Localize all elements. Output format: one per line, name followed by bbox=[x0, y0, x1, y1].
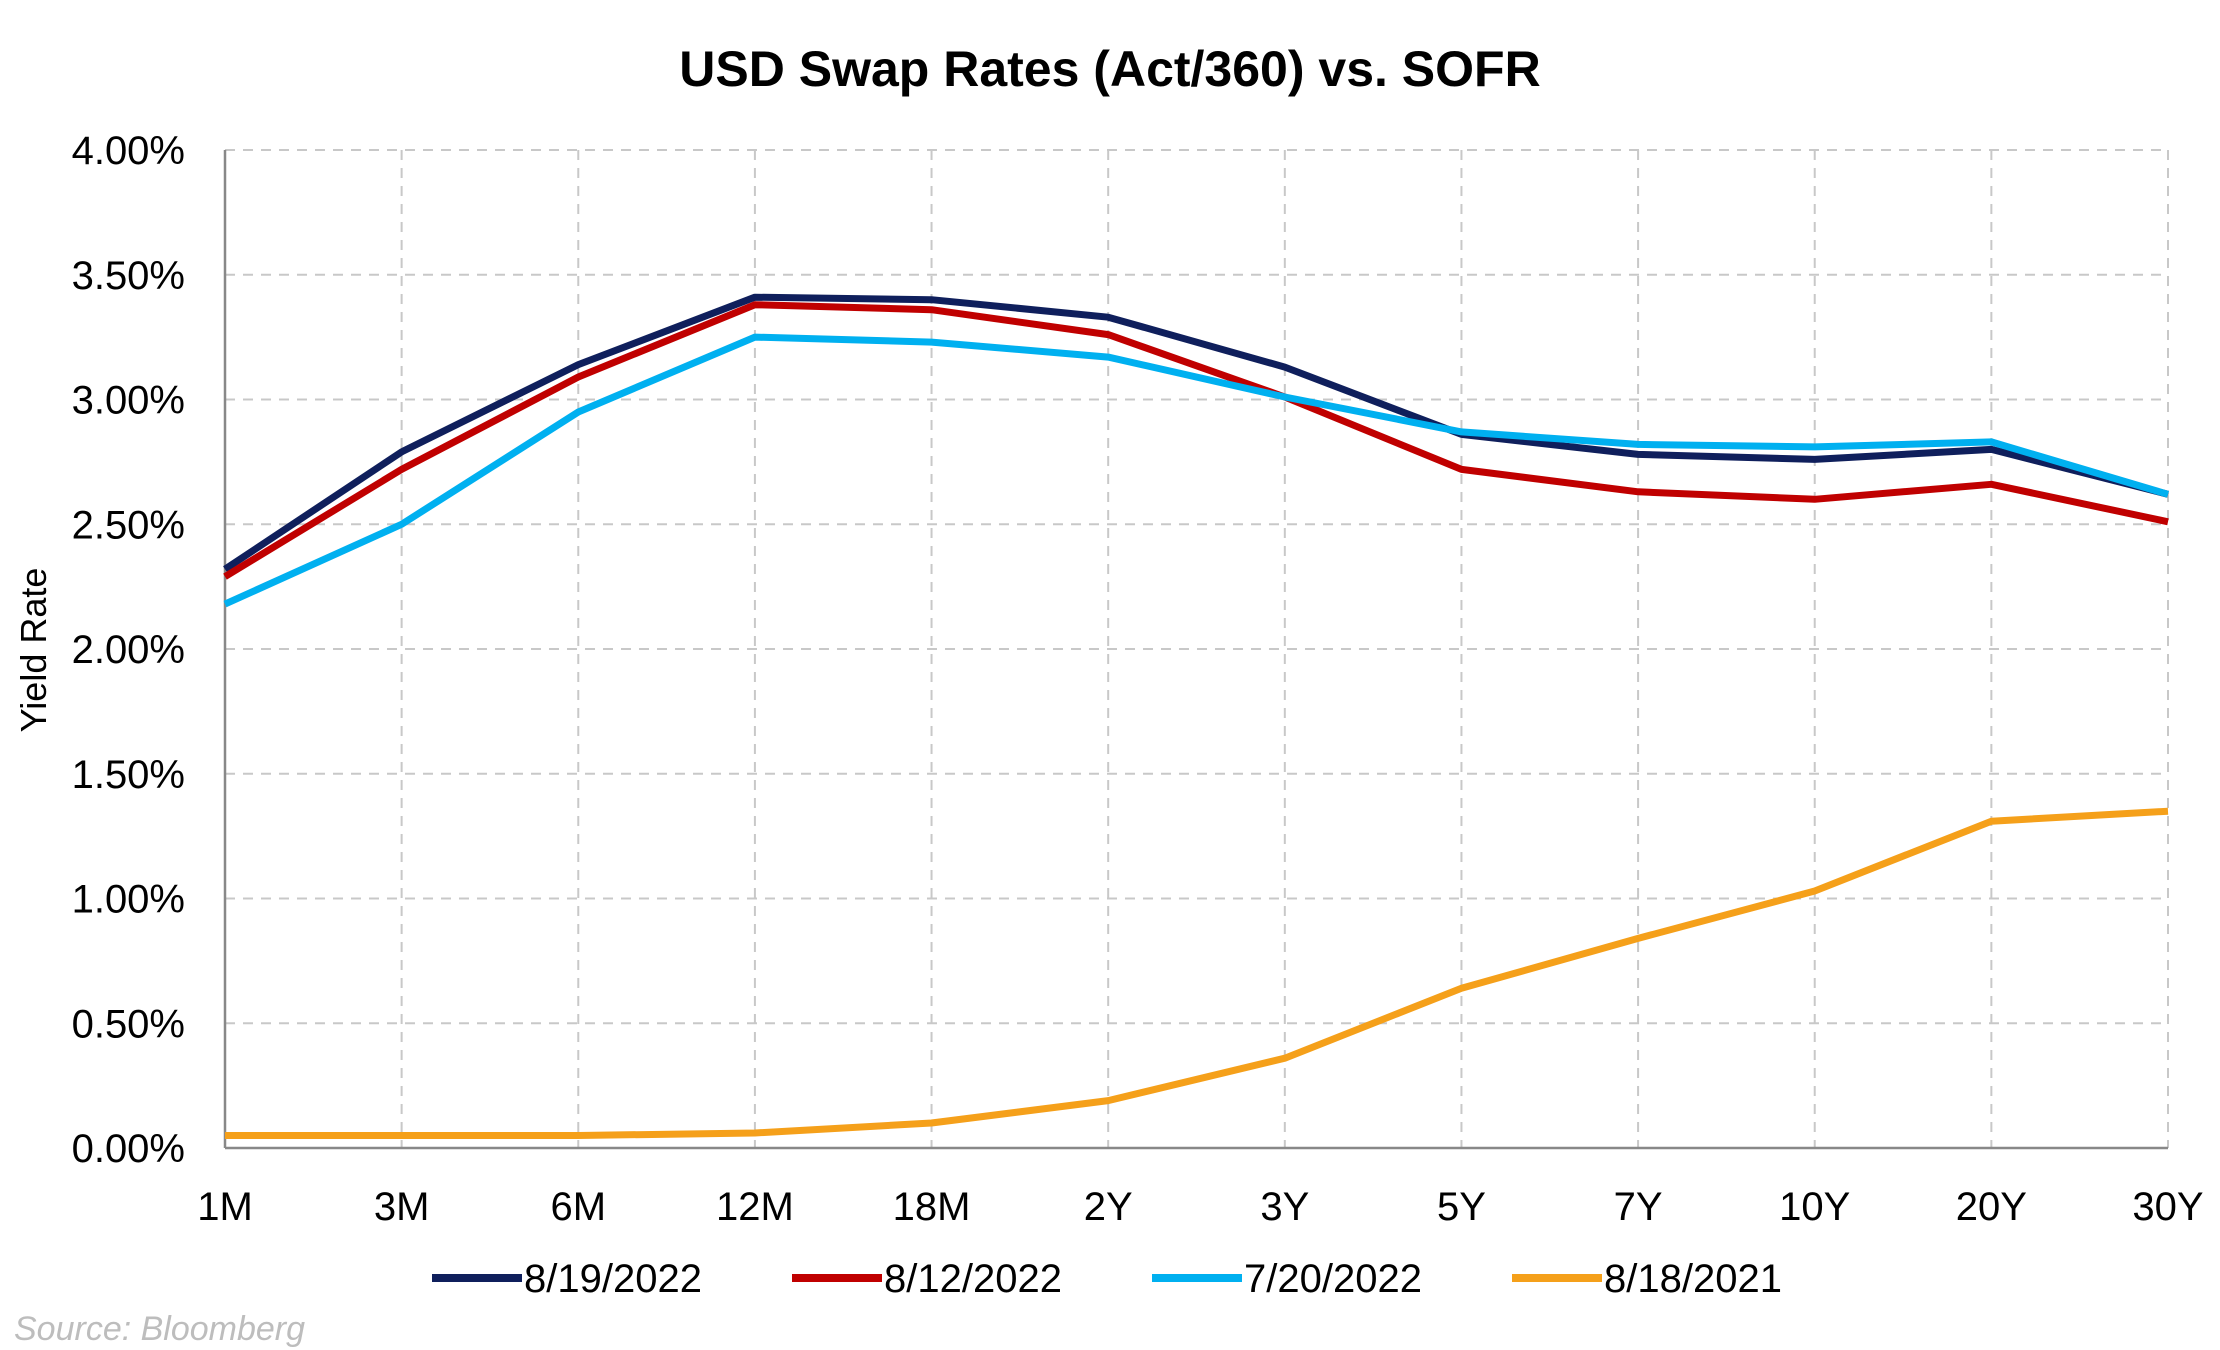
y-tick-label: 3.00% bbox=[72, 379, 185, 423]
legend-label: 7/20/2022 bbox=[1244, 1257, 1422, 1301]
source-note: Source: Bloomberg bbox=[14, 1310, 305, 1348]
legend-label: 8/12/2022 bbox=[884, 1257, 1062, 1301]
x-tick-label: 30Y bbox=[2132, 1185, 2203, 1229]
grid bbox=[225, 149, 2169, 1148]
y-tick-label: 2.00% bbox=[72, 628, 185, 672]
x-tick-label: 10Y bbox=[1779, 1185, 1850, 1229]
y-tick-label: 1.00% bbox=[72, 878, 185, 922]
y-tick-label: 4.00% bbox=[72, 129, 185, 173]
legend-item: 8/18/2021 bbox=[1512, 1257, 1782, 1301]
y-tick-label: 1.50% bbox=[72, 753, 185, 797]
legend-item: 8/12/2022 bbox=[792, 1257, 1062, 1301]
x-tick-label: 3Y bbox=[1260, 1185, 1309, 1229]
chart-title: USD Swap Rates (Act/360) vs. SOFR bbox=[679, 41, 1540, 97]
x-tick-label: 6M bbox=[550, 1185, 606, 1229]
legend-label: 8/18/2021 bbox=[1604, 1257, 1782, 1301]
y-tick-label: 0.50% bbox=[72, 1002, 185, 1046]
x-tick-label: 1M bbox=[197, 1185, 253, 1229]
y-axis-label: Yield Rate bbox=[13, 568, 54, 733]
y-axis-ticks: 0.00% 0.50% 1.00% 1.50% 2.00% 2.50% 3.00% 3.50%… bbox=[72, 129, 185, 1171]
x-tick-label: 5Y bbox=[1437, 1185, 1486, 1229]
axes bbox=[223, 150, 2168, 1150]
y-tick-label: 3.50% bbox=[72, 254, 185, 298]
y-tick-label: 2.50% bbox=[72, 503, 185, 547]
legend: 8/19/2022 8/12/2022 7/20/2022 8/18/2021 bbox=[432, 1257, 1782, 1301]
x-axis-ticks: 1M 3M 6M 12M 18M 2Y 3Y 5Y 7Y 10Y 20Y 30Y bbox=[197, 1185, 2203, 1229]
series-line-8-18-2021 bbox=[225, 807, 2169, 1139]
legend-item: 7/20/2022 bbox=[1152, 1257, 1422, 1301]
series-line-8-12-2022 bbox=[223, 301, 2169, 580]
series-lines bbox=[223, 293, 2169, 1139]
series-line-7-20-2022 bbox=[223, 333, 2169, 608]
x-tick-label: 20Y bbox=[1956, 1185, 2027, 1229]
legend-label: 8/19/2022 bbox=[524, 1257, 702, 1301]
legend-item: 8/19/2022 bbox=[432, 1257, 702, 1301]
series-line-8-19-2022 bbox=[223, 293, 2169, 573]
x-tick-label: 2Y bbox=[1084, 1185, 1133, 1229]
x-tick-label: 3M bbox=[374, 1185, 430, 1229]
x-tick-label: 12M bbox=[716, 1185, 794, 1229]
y-tick-label: 0.00% bbox=[72, 1127, 185, 1171]
x-tick-label: 7Y bbox=[1614, 1185, 1663, 1229]
x-tick-label: 18M bbox=[893, 1185, 971, 1229]
